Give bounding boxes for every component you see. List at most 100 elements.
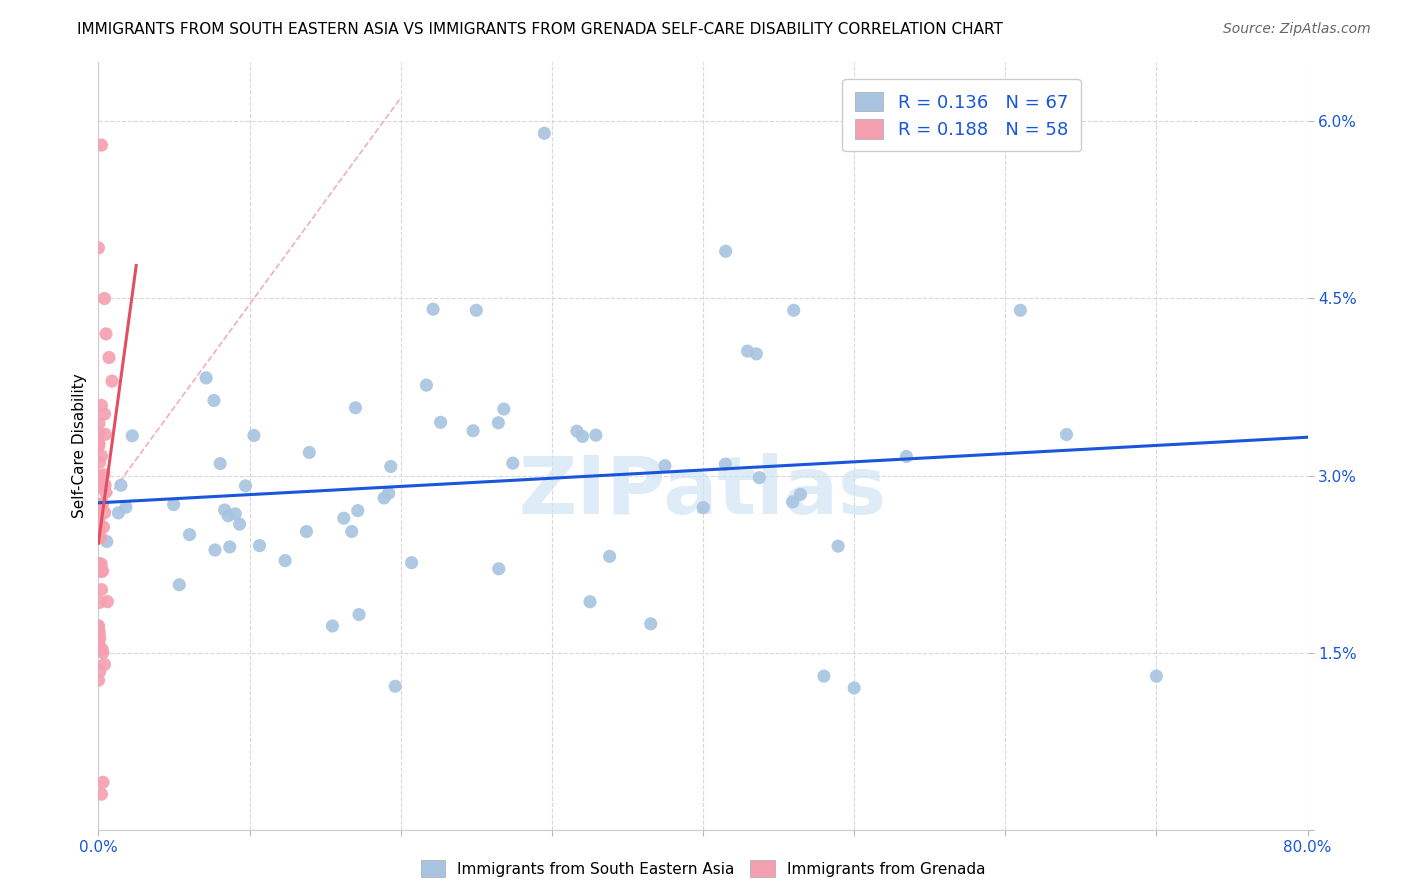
Point — [533, 126, 555, 140]
Point — [492, 402, 515, 417]
Point — [115, 500, 138, 515]
Point — [87, 514, 110, 528]
Point — [94, 485, 117, 500]
Point — [169, 578, 191, 592]
Point — [243, 428, 266, 442]
Point — [502, 456, 524, 470]
Point — [87, 517, 110, 532]
Point — [217, 508, 239, 523]
Point — [228, 517, 250, 532]
Point — [224, 507, 246, 521]
Point — [87, 475, 110, 490]
Text: ZIPatlas: ZIPatlas — [519, 453, 887, 531]
Point — [813, 669, 835, 683]
Point — [298, 445, 321, 459]
Point — [486, 416, 509, 430]
Point — [87, 530, 110, 544]
Point — [91, 775, 114, 789]
Point — [714, 244, 737, 259]
Point — [87, 673, 110, 688]
Legend: Immigrants from South Eastern Asia, Immigrants from Grenada: Immigrants from South Eastern Asia, Immi… — [413, 853, 993, 884]
Text: Source: ZipAtlas.com: Source: ZipAtlas.com — [1223, 22, 1371, 37]
Point — [93, 657, 115, 672]
Point — [89, 595, 111, 609]
Point — [87, 426, 110, 441]
Point — [1056, 427, 1078, 442]
Point — [90, 787, 112, 801]
Point — [585, 428, 607, 442]
Point — [90, 449, 112, 463]
Point — [274, 553, 297, 567]
Point — [90, 398, 112, 412]
Point — [748, 471, 770, 485]
Point — [90, 641, 112, 656]
Point — [654, 458, 676, 473]
Point — [93, 292, 115, 306]
Point — [214, 503, 236, 517]
Point — [344, 401, 367, 415]
Point — [422, 302, 444, 317]
Point — [90, 582, 112, 597]
Point — [87, 618, 110, 632]
Point — [91, 564, 114, 578]
Point — [90, 138, 112, 153]
Point — [87, 436, 110, 450]
Point — [87, 511, 110, 525]
Point — [96, 534, 118, 549]
Point — [87, 530, 110, 544]
Point — [87, 241, 110, 255]
Point — [87, 439, 110, 453]
Point — [235, 479, 257, 493]
Point — [91, 646, 114, 660]
Point — [340, 524, 363, 539]
Point — [89, 498, 111, 512]
Point — [87, 523, 110, 537]
Point — [380, 459, 402, 474]
Point — [89, 665, 111, 679]
Point — [692, 500, 714, 515]
Point — [1144, 669, 1167, 683]
Point — [87, 635, 110, 649]
Point — [94, 326, 117, 341]
Point — [89, 631, 111, 645]
Point — [1010, 303, 1032, 318]
Point — [640, 616, 662, 631]
Point — [87, 558, 110, 573]
Point — [93, 467, 115, 482]
Point — [107, 506, 129, 520]
Point — [565, 424, 588, 438]
Point — [87, 620, 110, 634]
Point — [121, 429, 143, 443]
Point — [87, 557, 110, 571]
Point — [94, 427, 117, 442]
Point — [333, 511, 356, 525]
Point — [162, 498, 184, 512]
Point — [87, 417, 110, 431]
Point — [90, 565, 112, 579]
Point — [373, 491, 395, 505]
Point — [249, 539, 271, 553]
Point — [101, 374, 124, 388]
Point — [87, 640, 110, 655]
Point — [89, 455, 111, 469]
Point — [87, 632, 110, 646]
Point — [295, 524, 318, 539]
Point — [87, 634, 110, 648]
Point — [827, 539, 849, 553]
Point — [93, 407, 115, 421]
Point — [384, 679, 406, 693]
Point — [347, 607, 370, 622]
Point — [579, 595, 602, 609]
Point — [401, 556, 423, 570]
Point — [745, 347, 768, 361]
Point — [91, 496, 114, 510]
Point — [844, 681, 866, 695]
Point — [789, 487, 811, 501]
Point — [93, 506, 115, 520]
Point — [89, 625, 111, 640]
Point — [89, 480, 111, 494]
Point — [94, 478, 117, 492]
Point — [87, 468, 110, 483]
Legend: R = 0.136   N = 67, R = 0.188   N = 58: R = 0.136 N = 67, R = 0.188 N = 58 — [842, 79, 1081, 152]
Point — [461, 424, 484, 438]
